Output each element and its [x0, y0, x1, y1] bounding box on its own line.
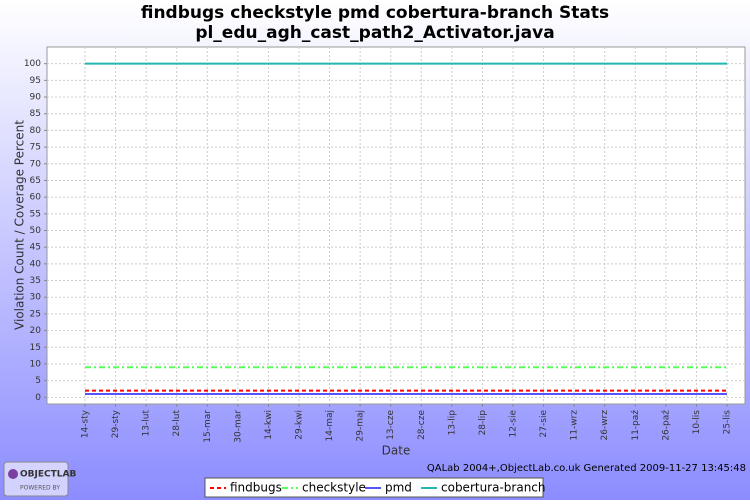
x-tick-label: 28-lut	[172, 410, 182, 437]
x-tick-label: 13-lip	[447, 410, 457, 436]
legend-label: checkstyle	[302, 481, 366, 495]
y-tick-label: 90	[30, 93, 42, 103]
x-tick-label: 14-kwi	[264, 410, 274, 440]
chart-subtitle: pl_edu_agh_cast_path2_Activator.java	[195, 23, 554, 43]
y-tick-label: 25	[30, 309, 41, 319]
x-tick-label: 26-paź	[661, 410, 671, 441]
legend-label: findbugs	[230, 481, 282, 495]
y-tick-label: 15	[30, 343, 41, 353]
legend-label: pmd	[385, 481, 412, 495]
y-tick-label: 20	[30, 326, 42, 336]
logo: OBJECTLAB POWERED BY	[3, 461, 76, 497]
y-tick-label: 5	[35, 376, 41, 386]
x-tick-label: 14-sty	[81, 409, 91, 438]
x-tick-label: 29-kwi	[295, 410, 305, 440]
x-tick-label: 29-sty	[111, 409, 121, 438]
y-tick-label: 70	[30, 159, 42, 169]
y-tick-label: 40	[30, 259, 42, 269]
y-tick-label: 50	[30, 226, 42, 236]
x-tick-label: 13-cze	[386, 410, 396, 440]
x-tick-label: 11-paź	[631, 410, 641, 441]
chart-title: findbugs checkstyle pmd cobertura-branch…	[141, 3, 609, 23]
x-tick-label: 14-maj	[325, 410, 335, 441]
y-tick-label: 95	[30, 76, 41, 86]
x-tick-label: 27-sie	[539, 410, 549, 438]
x-tick-label: 26-wrz	[600, 410, 610, 441]
y-tick-label: 45	[30, 243, 41, 253]
x-tick-label: 13-lut	[142, 410, 152, 437]
x-tick-label: 25-lis	[723, 410, 733, 435]
x-tick-label: 10-lis	[692, 410, 702, 435]
logo-box	[3, 461, 69, 497]
y-axis-label: Violation Count / Coverage Percent	[13, 120, 27, 330]
y-tick-label: 65	[30, 176, 41, 186]
y-tick-label: 30	[30, 293, 42, 303]
x-tick-label: 28-lip	[478, 410, 488, 436]
y-tick-label: 0	[35, 393, 41, 403]
y-tick-label: 10	[30, 359, 42, 369]
y-tick-label: 85	[30, 109, 41, 119]
x-tick-label: 29-maj	[356, 410, 366, 441]
x-tick-label: 15-mar	[203, 410, 213, 443]
y-tick-label: 75	[30, 143, 41, 153]
x-tick-label: 12-sie	[509, 410, 519, 438]
legend-label: cobertura-branch	[441, 481, 546, 495]
x-tick-label: 30-mar	[233, 410, 243, 443]
x-tick-label: 11-wrz	[570, 410, 580, 441]
logo-icon	[8, 469, 18, 479]
y-tick-label: 80	[30, 126, 42, 136]
logo-tagline: POWERED BY	[20, 485, 60, 492]
logo-name: OBJECTLAB	[20, 470, 76, 480]
plot-area	[46, 46, 746, 405]
y-tick-label: 60	[30, 193, 42, 203]
footer: QALab 2004+,ObjectLab.co.uk Generated 20…	[427, 463, 746, 474]
x-axis-label: Date	[382, 444, 411, 458]
x-tick-label: 28-cze	[417, 410, 427, 440]
y-tick-label: 55	[30, 209, 41, 219]
y-tick-label: 100	[24, 59, 41, 69]
y-tick-label: 35	[30, 276, 41, 286]
